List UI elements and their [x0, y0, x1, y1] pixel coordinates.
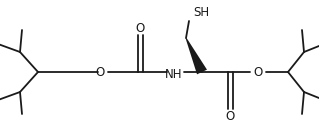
Polygon shape: [186, 38, 207, 74]
Text: O: O: [226, 109, 235, 123]
Text: O: O: [135, 22, 145, 34]
Text: O: O: [253, 66, 263, 79]
Text: SH: SH: [193, 6, 209, 19]
Text: NH: NH: [165, 68, 183, 82]
Text: O: O: [95, 66, 105, 79]
